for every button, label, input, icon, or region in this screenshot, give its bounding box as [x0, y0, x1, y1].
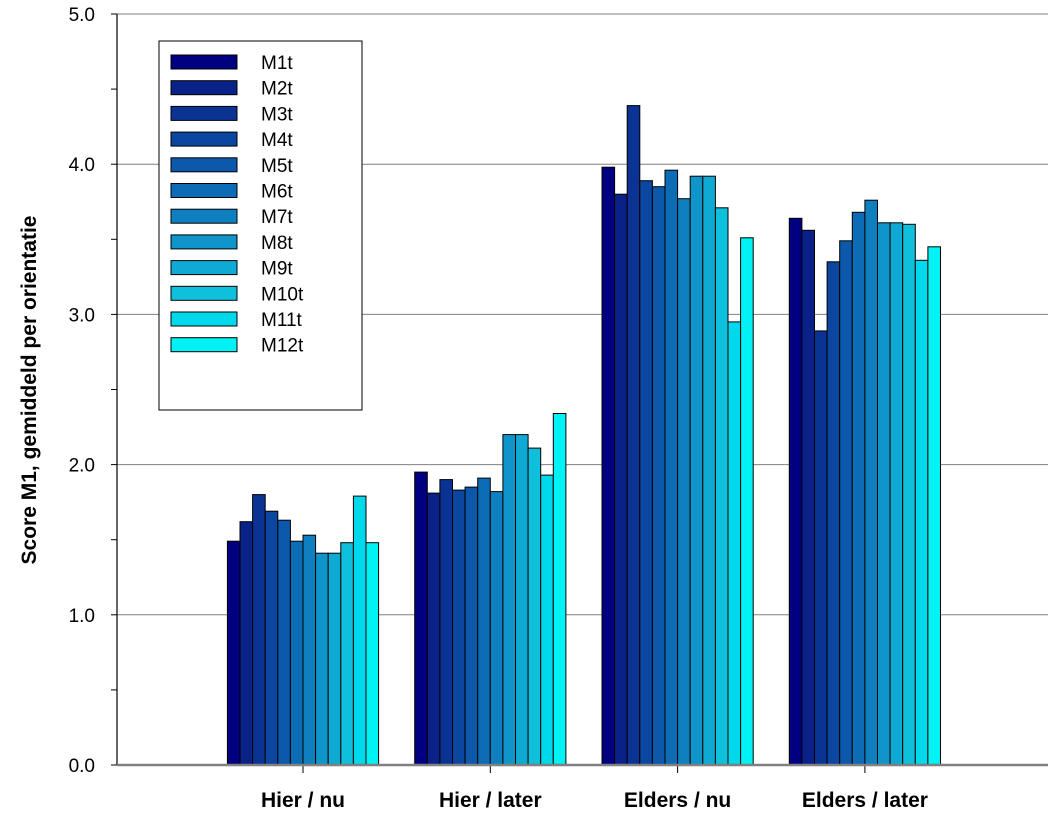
- y-axis-title: Score M1, gemiddeld per orientatie: [18, 216, 41, 565]
- bar: [552, 413, 567, 766]
- bar: [801, 229, 816, 766]
- bar: [839, 240, 853, 766]
- bar: [414, 471, 428, 766]
- y-tick-label: 1.0: [69, 606, 95, 627]
- bar: [315, 552, 329, 766]
- legend-swatch: [170, 105, 238, 121]
- bar: [902, 223, 916, 766]
- x-category-label: Hier / nu: [261, 789, 345, 812]
- bar: [540, 474, 554, 766]
- bar: [477, 477, 491, 766]
- legend-label: M1t: [261, 53, 293, 74]
- bar: [439, 479, 453, 766]
- bar: [851, 211, 866, 766]
- legend-label: M10t: [261, 284, 304, 305]
- x-category-label: Elders / nu: [624, 789, 731, 812]
- bar: [289, 540, 304, 766]
- bar: [877, 222, 891, 766]
- legend-swatch: [170, 234, 238, 250]
- bar: [889, 222, 904, 766]
- bar: [626, 105, 641, 766]
- bar: [651, 186, 666, 766]
- legend-swatch: [170, 285, 238, 301]
- x-category-label: Elders / later: [802, 789, 928, 812]
- bar: [452, 489, 466, 766]
- bar: [864, 199, 879, 766]
- legend-label: M9t: [261, 259, 293, 280]
- legend-label: M3t: [261, 104, 293, 125]
- bar: [226, 540, 241, 766]
- y-tick-label: 0.0: [69, 756, 95, 777]
- bar: [814, 330, 828, 766]
- y-tick-labels: 0.0 1.0 2.0 3.0 4.0 5.0: [69, 5, 95, 777]
- legend-swatch: [170, 183, 238, 198]
- bar: [352, 495, 367, 766]
- y-tick-label: 2.0: [69, 456, 95, 477]
- bar: [327, 552, 342, 766]
- bar: [264, 510, 279, 766]
- bar: [302, 534, 317, 766]
- legend-swatch: [170, 208, 238, 224]
- legend-label: M6t: [261, 182, 293, 203]
- legend-label: M4t: [261, 130, 293, 151]
- legend-swatch: [170, 54, 238, 70]
- legend-label: M2t: [261, 79, 293, 100]
- bar: [740, 237, 754, 766]
- bar: [677, 198, 691, 766]
- legend-swatch: [170, 131, 238, 147]
- bar: [365, 542, 380, 766]
- legend-label: M8t: [261, 233, 293, 254]
- bar: [614, 193, 628, 766]
- bar: [689, 175, 704, 766]
- bar: [426, 492, 441, 766]
- legend-swatch: [170, 337, 238, 353]
- legend-label: M12t: [261, 336, 304, 357]
- bar: [702, 175, 716, 766]
- bar: [927, 246, 942, 766]
- legend-swatch: [170, 311, 238, 327]
- legend-swatch: [170, 157, 238, 173]
- bar: [515, 434, 529, 766]
- legend-label: M11t: [261, 310, 303, 331]
- y-tick-label: 5.0: [69, 5, 95, 26]
- bar: [826, 261, 841, 766]
- bar: [914, 259, 929, 766]
- y-tick-label: 3.0: [69, 305, 95, 326]
- legend: M1t M2t M3t M4t M5t M6t M7t M8t M9t M10t M11t M12t: [158, 40, 363, 411]
- bars: [226, 105, 942, 766]
- bar: [788, 217, 803, 766]
- axes: [111, 13, 1048, 773]
- bar: [502, 434, 516, 766]
- bar: [527, 447, 542, 766]
- bar: [239, 521, 254, 766]
- y-tick-label: 4.0: [69, 155, 95, 176]
- legend-label: M7t: [261, 207, 293, 228]
- bar: [489, 491, 504, 766]
- x-category-label: Hier / later: [439, 789, 542, 812]
- bar: [277, 519, 291, 766]
- x-category-labels: Hier / nu Hier / later Elders / nu Elders /…: [261, 789, 928, 812]
- legend-swatch: [170, 260, 238, 276]
- bar: [464, 486, 479, 766]
- bar: [714, 207, 729, 766]
- legend-swatch: [170, 80, 238, 96]
- bar: [664, 169, 679, 766]
- bar: [340, 542, 354, 766]
- bar: [601, 166, 616, 766]
- bar: [727, 321, 742, 766]
- bar: [252, 494, 266, 766]
- legend-label: M5t: [261, 156, 293, 177]
- bar: [639, 180, 653, 766]
